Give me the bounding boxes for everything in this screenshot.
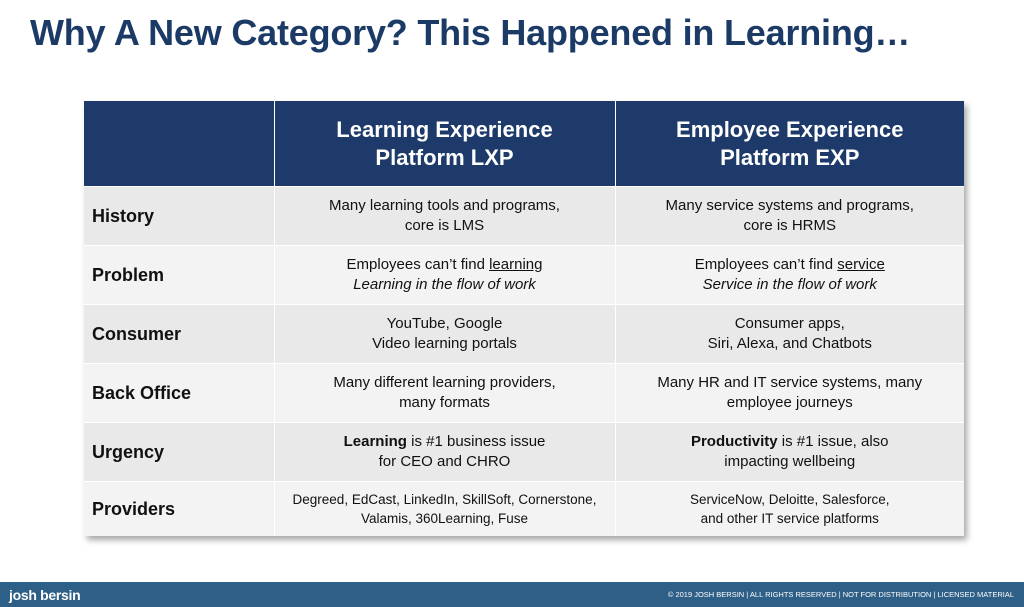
- header-lxp-line2: Platform LXP: [375, 144, 514, 170]
- row-label-urgency: Urgency: [84, 422, 275, 482]
- row-label-back-office: Back Office: [84, 363, 275, 423]
- row-label-consumer: Consumer: [84, 304, 275, 364]
- row-label-providers: Providers: [84, 481, 275, 536]
- page-title: Why A New Category? This Happened in Lea…: [30, 12, 911, 53]
- table-row-problem: Problem Employees can’t find learning Le…: [84, 245, 964, 305]
- cell-text: core is LMS: [404, 217, 485, 234]
- cell-consumer-exp: Consumer apps, Siri, Alexa, and Chatbots: [615, 304, 964, 364]
- cell-text-bold: Productivity: [690, 433, 778, 450]
- header-empty-cell: [84, 101, 275, 187]
- footer-bar: josh bersin © 2019 JOSH BERSIN | ALL RIG…: [0, 582, 1024, 607]
- cell-history-exp: Many service systems and programs, core …: [615, 186, 964, 246]
- comparison-table: Learning Experience Platform LXP Employe…: [84, 101, 964, 536]
- table-row-history: History Many learning tools and programs…: [84, 186, 964, 246]
- cell-text: Consumer apps,: [734, 315, 845, 332]
- table-header-row: Learning Experience Platform LXP Employe…: [84, 101, 964, 187]
- cell-providers-exp: ServiceNow, Deloitte, Salesforce, and ot…: [615, 481, 964, 536]
- header-exp: Employee Experience Platform EXP: [615, 101, 964, 187]
- cell-text: Many service systems and programs,: [665, 197, 914, 214]
- cell-text: ServiceNow, Deloitte, Salesforce,: [689, 492, 890, 507]
- cell-text: is #1 issue, also: [777, 433, 889, 450]
- header-exp-line2: Platform EXP: [720, 144, 860, 170]
- cell-urgency-lxp: Learning is #1 business issue for CEO an…: [274, 422, 616, 482]
- header-lxp: Learning Experience Platform LXP: [274, 101, 616, 187]
- cell-text: Video learning portals: [372, 335, 517, 352]
- cell-text-italic: Learning in the flow of work: [353, 276, 536, 293]
- cell-back-office-exp: Many HR and IT service systems, many emp…: [615, 363, 964, 423]
- header-lxp-line1: Learning Experience: [336, 116, 553, 142]
- cell-line: Employees can’t find service: [620, 255, 961, 275]
- cell-text: Many learning tools and programs,: [329, 197, 560, 214]
- cell-history-lxp: Many learning tools and programs, core i…: [274, 186, 616, 246]
- cell-text: Employees can’t find: [346, 256, 490, 273]
- cell-line: Learning is #1 business issue: [279, 432, 611, 452]
- comparison-table-wrapper: Learning Experience Platform LXP Employe…: [84, 101, 964, 536]
- table-row-back-office: Back Office Many different learning prov…: [84, 363, 964, 423]
- footer-copyright: © 2019 JOSH BERSIN | ALL RIGHTS RESERVED…: [667, 590, 1014, 599]
- row-label-problem: Problem: [84, 245, 275, 305]
- cell-text: impacting wellbeing: [724, 453, 856, 470]
- cell-line: Productivity is #1 issue, also: [620, 432, 961, 452]
- footer-logo: josh bersin: [9, 587, 81, 603]
- cell-text: is #1 business issue: [406, 433, 546, 450]
- cell-text: Degreed, EdCast, LinkedIn, SkillSoft, Co…: [292, 492, 597, 507]
- cell-text: Valamis, 360Learning, Fuse: [360, 511, 529, 526]
- cell-text: Employees can’t find: [694, 256, 838, 273]
- cell-text-underlined: learning: [489, 256, 543, 273]
- row-label-history: History: [84, 186, 275, 246]
- cell-text: Siri, Alexa, and Chatbots: [707, 335, 872, 352]
- cell-text: Many HR and IT service systems, many: [657, 374, 923, 391]
- cell-text: and other IT service platforms: [700, 511, 879, 526]
- table-row-consumer: Consumer YouTube, Google Video learning …: [84, 304, 964, 364]
- cell-text-bold: Learning: [343, 433, 407, 450]
- cell-text: employee journeys: [726, 394, 853, 411]
- table-row-urgency: Urgency Learning is #1 business issue fo…: [84, 422, 964, 482]
- cell-text-italic: Service in the flow of work: [702, 276, 877, 293]
- cell-consumer-lxp: YouTube, Google Video learning portals: [274, 304, 616, 364]
- cell-text: for CEO and CHRO: [378, 453, 511, 470]
- cell-urgency-exp: Productivity is #1 issue, also impacting…: [615, 422, 964, 482]
- cell-problem-lxp: Employees can’t find learning Learning i…: [274, 245, 616, 305]
- header-exp-line1: Employee Experience: [676, 116, 904, 142]
- cell-providers-lxp: Degreed, EdCast, LinkedIn, SkillSoft, Co…: [274, 481, 616, 536]
- cell-text: Many different learning providers,: [333, 374, 556, 391]
- cell-line: Employees can’t find learning: [279, 255, 611, 275]
- cell-text: YouTube, Google: [386, 315, 503, 332]
- cell-text: many formats: [399, 394, 490, 411]
- cell-text-underlined: service: [837, 256, 885, 273]
- table-row-providers: Providers Degreed, EdCast, LinkedIn, Ski…: [84, 481, 964, 536]
- cell-back-office-lxp: Many different learning providers, many …: [274, 363, 616, 423]
- cell-problem-exp: Employees can’t find service Service in …: [615, 245, 964, 305]
- cell-text: core is HRMS: [743, 217, 836, 234]
